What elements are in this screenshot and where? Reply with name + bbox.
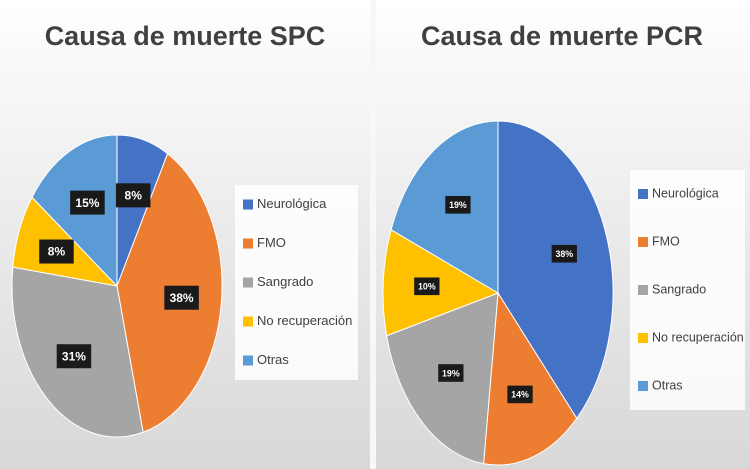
pie-slice (390, 120, 499, 294)
legend-label: Neurológica (652, 186, 719, 200)
legend-label: FMO (652, 234, 680, 248)
data-label: 8% (48, 245, 66, 259)
pie-slice (483, 291, 578, 466)
pie-slice (497, 120, 614, 420)
data-label-box (551, 244, 577, 263)
legend-box (630, 170, 745, 410)
data-label-box (438, 364, 464, 382)
legend-label: Otras (257, 352, 289, 367)
data-label-box (70, 190, 105, 215)
data-label: 14% (511, 390, 529, 400)
legend-label: FMO (257, 235, 286, 250)
legend-box (235, 185, 358, 380)
data-label: 8% (125, 188, 143, 202)
data-label: 19% (449, 200, 467, 210)
legend-swatch (243, 238, 253, 249)
data-label: 38% (555, 249, 573, 259)
legend-swatch (243, 316, 253, 327)
data-label-box (414, 277, 440, 296)
legend-swatch (638, 237, 648, 247)
data-label-box (39, 239, 74, 264)
legend-swatch (638, 285, 648, 295)
data-label: 19% (442, 368, 460, 378)
data-label-box (115, 183, 151, 208)
legend-swatch (243, 355, 253, 366)
legend-label: Otras (652, 378, 683, 392)
legend-label: Neurológica (257, 196, 327, 211)
chart-title: Causa de muerte SPC (45, 21, 326, 51)
divider (370, 0, 376, 469)
legend-label: No recuperación (257, 313, 352, 328)
legend-swatch (243, 277, 253, 288)
legend-label: Sangrado (257, 274, 313, 289)
data-label-box (445, 196, 471, 214)
data-label: 15% (75, 196, 99, 210)
chart-title: Causa de muerte PCR (421, 21, 703, 51)
legend-swatch (243, 199, 253, 210)
data-label-box (56, 344, 92, 369)
data-label-box (164, 285, 199, 310)
legend-label: Sangrado (652, 282, 706, 296)
legend-swatch (638, 333, 648, 343)
data-label: 31% (62, 349, 86, 363)
legend-swatch (638, 189, 648, 199)
data-label-box (507, 385, 533, 404)
legend-swatch (638, 381, 648, 391)
data-label: 38% (170, 291, 194, 305)
data-label: 10% (418, 282, 436, 292)
legend-label: No recuperación (652, 330, 744, 344)
pie-slice (382, 228, 500, 337)
